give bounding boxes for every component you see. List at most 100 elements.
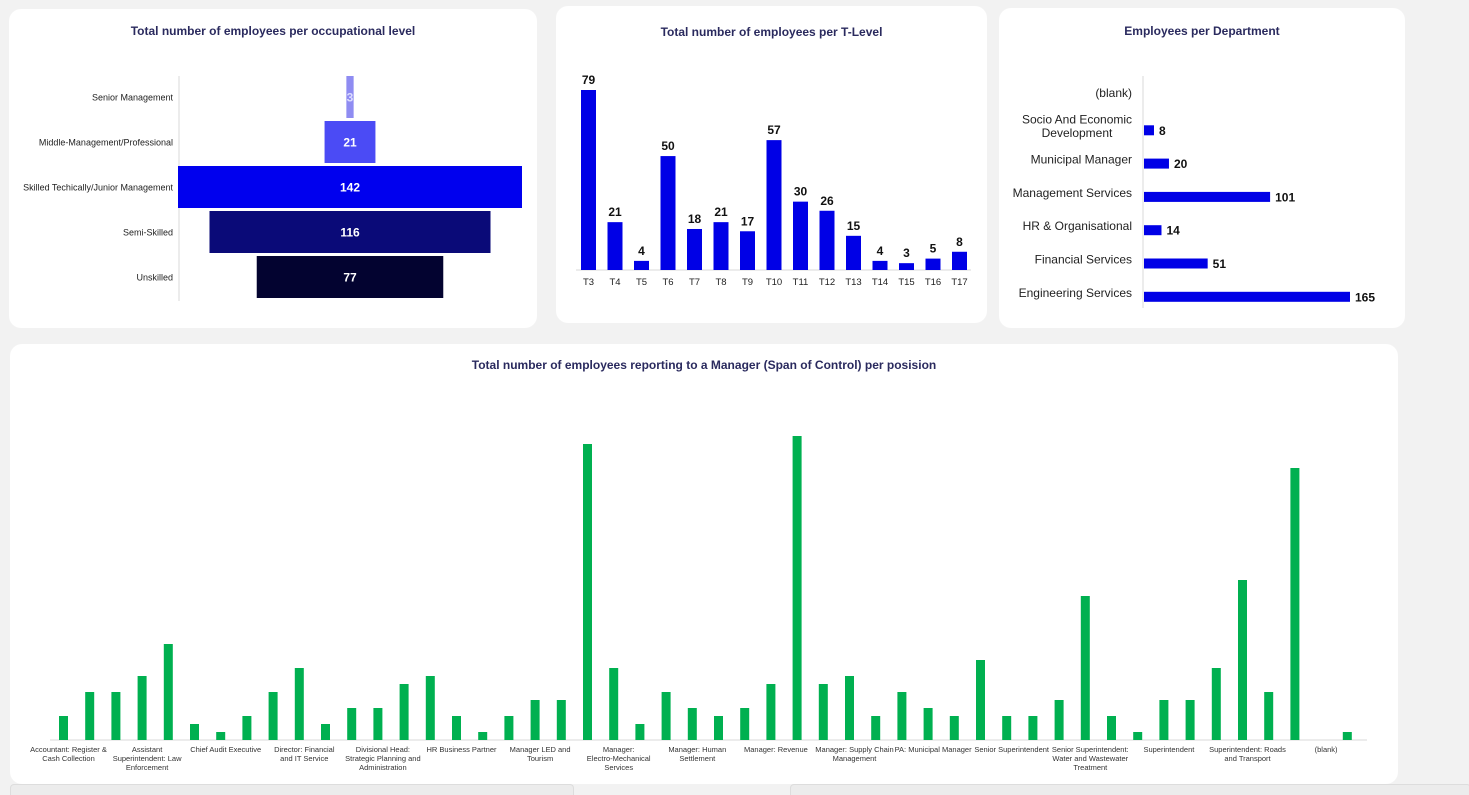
t-level-data-label: 8 [956,235,963,249]
span-bar [687,708,697,740]
occupational-level-title: Total number of employees per occupation… [130,24,416,38]
t-level-data-label: 17 [741,214,755,228]
t-level-data-label: 21 [608,205,622,219]
span-bar [1002,716,1012,740]
span-bar [556,700,566,740]
t-level-bar [740,231,755,270]
department-bar [1144,125,1154,136]
t-level-bar [899,263,914,270]
t-level-data-label: 4 [638,244,645,258]
span-bar [399,684,409,740]
span-tick-label: Treatment [1073,763,1108,772]
t-level-tick-label: T17 [951,277,967,288]
t-level-data-label: 30 [794,185,808,199]
span-bar [478,732,488,740]
span-tick-label: Services [604,763,633,772]
span-tick-label: PA: Municipal Manager [895,745,972,754]
funnel-category-label: Senior Management [92,93,174,103]
department-category-label: (blank) [1095,86,1132,100]
department-data-label: 51 [1213,257,1227,271]
department-category-label: HR & Organisational [1023,219,1132,233]
department-data-label: 101 [1275,190,1295,204]
span-tick-label: Strategic Planning and [345,754,420,763]
department-bar [1144,291,1350,302]
span-tick-label: Cash Collection [42,754,95,763]
t-level-bar [872,260,888,270]
department-data-label: 14 [1166,224,1180,238]
span-bar [452,716,461,740]
occupational-level-panel: Total number of employees per occupation… [9,9,537,328]
occupational-level-chart: Senior Management 3 Middle-Management/Prof… [23,76,522,301]
t-level-bar [687,228,702,270]
t-level-bar [952,251,967,270]
span-bar [530,700,540,740]
span-tick-label: and IT Service [280,754,328,763]
span-bar [792,436,802,740]
span-bar [111,692,121,740]
span-bar [818,684,828,740]
span-bar [321,724,330,740]
department-panel: Employees per Department (blank) Socio An… [999,8,1405,328]
span-bar [373,708,383,740]
span-bar [190,724,199,740]
t-level-tick-label: T15 [898,277,914,288]
t-level-tick-label: T3 [583,277,594,288]
funnel-category-label: Skilled Techically/Junior Management [23,183,173,193]
t-level-bar [766,140,782,270]
span-bar [1159,700,1169,740]
t-level-tick-label: T5 [636,277,647,288]
span-bar [163,644,173,740]
funnel-bar [324,121,376,163]
department-data-label: 165 [1355,290,1375,304]
t-level-bar [846,235,861,270]
span-bar [1264,692,1274,740]
span-bar [766,684,776,740]
department-bar [1144,258,1208,269]
span-bar [1133,732,1143,740]
t-level-tick-label: T12 [819,277,835,288]
funnel-bar [346,76,354,118]
span-bar [1211,668,1221,740]
t-level-tick-label: T4 [609,277,620,288]
department-data-label: 8 [1159,124,1166,138]
span-tick-label: Manager: Human [668,745,726,754]
t-level-tick-label: T8 [715,277,726,288]
span-bar [268,692,278,740]
t-level-tick-label: T7 [689,277,700,288]
span-tick-label: Senior Superintendent [974,745,1050,754]
span-tick-label: Settlement [679,754,716,763]
department-category-label: Financial Services [1035,253,1132,267]
span-tick-label: Divisional Head: [356,745,410,754]
t-level-data-label: 79 [582,73,596,87]
funnel-bar [209,211,491,253]
span-bar [137,676,147,740]
t-level-bar [607,222,623,270]
span-tick-label: Accountant: Register & [30,745,107,754]
span-bar [976,660,985,740]
department-bar [1144,158,1169,169]
t-level-chart: 79 T3 21 T4 4 T5 50 T6 18 T7 21 T8 17 T9 57 T10 30 T11 26 T… [576,73,971,288]
t-level-bar [581,90,596,270]
span-bar [897,692,907,740]
span-tick-label: HR Business Partner [426,745,497,754]
span-tick-label: Tourism [527,754,553,763]
funnel-bar [178,166,522,208]
department-category-label: Engineering Services [1019,286,1132,300]
span-bar [1028,716,1038,740]
span-tick-label: Management [833,754,878,763]
t-level-tick-label: T9 [742,277,753,288]
department-category-label: Socio And Economic [1022,113,1132,127]
funnel-category-label: Semi-Skilled [123,228,173,238]
span-of-control-panel: Total number of employees reporting to a… [10,344,1398,784]
span-of-control-title: Total number of employees reporting to a… [471,358,937,372]
span-bar [871,716,881,740]
span-tick-label: Director: Financial [274,745,335,754]
department-bar [1144,191,1271,202]
t-level-data-label: 15 [847,219,861,233]
span-bar [1342,732,1352,740]
span-tick-label: (blank) [1315,745,1338,754]
t-level-tick-label: T6 [662,277,673,288]
t-level-data-label: 4 [877,244,884,258]
span-bar [635,724,645,740]
